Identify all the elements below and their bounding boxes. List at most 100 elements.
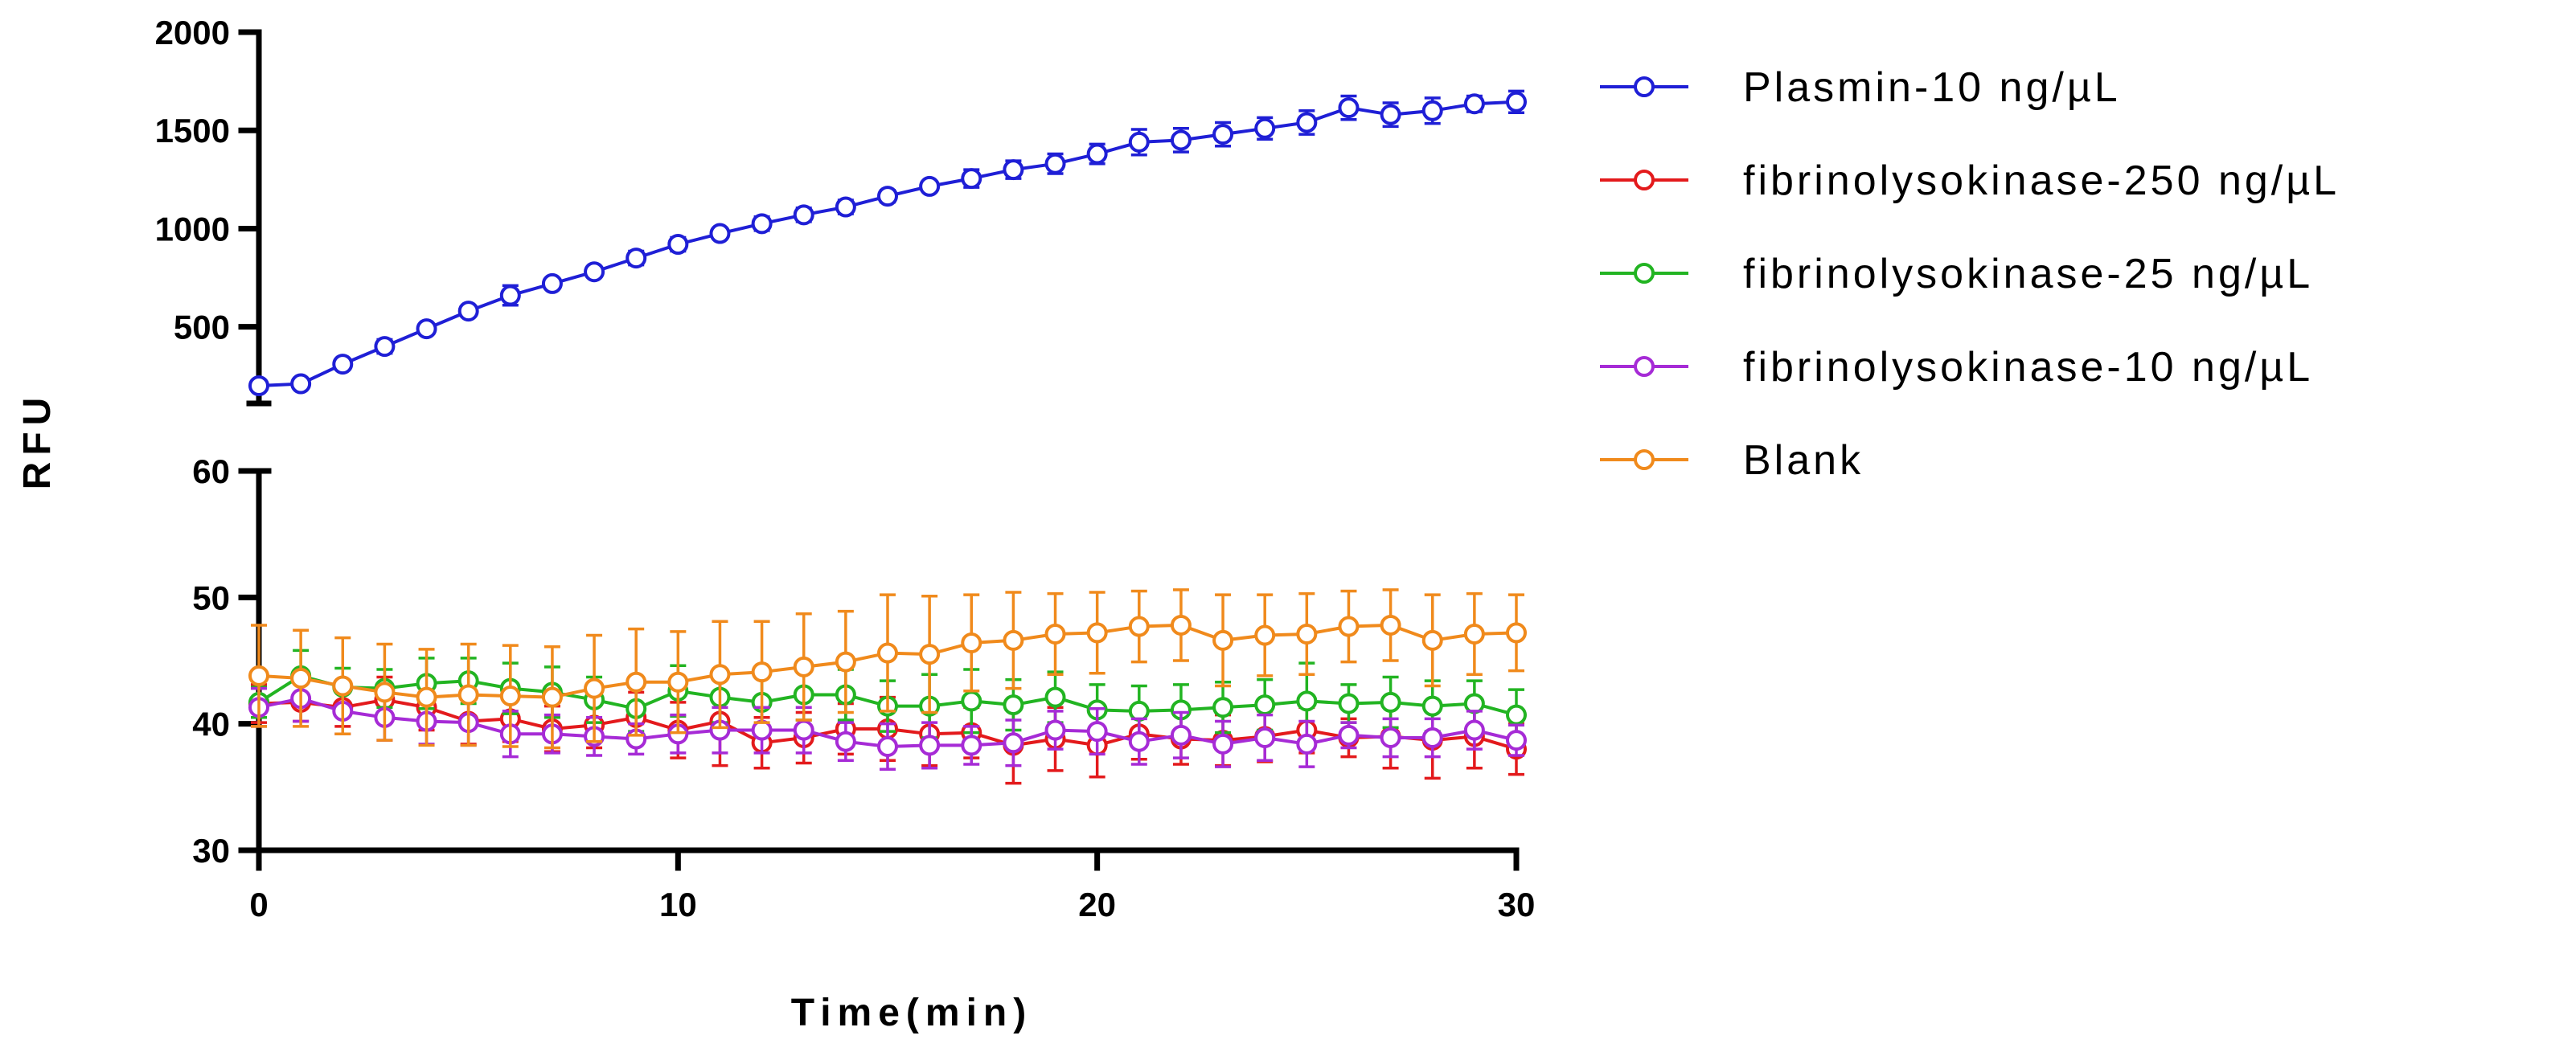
data-point xyxy=(1254,694,1276,716)
data-point xyxy=(919,735,941,756)
y-tick-label-lower-60: 60 xyxy=(192,452,230,490)
data-point xyxy=(1506,91,1527,113)
y-tick-label-lower-30: 30 xyxy=(192,832,230,870)
data-point xyxy=(793,204,814,226)
data-point xyxy=(416,318,437,340)
data-point xyxy=(248,665,269,686)
data-point xyxy=(877,735,898,757)
data-point xyxy=(751,661,773,683)
legend-item-fibrinolysokinase-250-ng-l: fibrinolysokinase-250 ng/µL xyxy=(1600,158,2340,204)
data-point xyxy=(1421,629,1443,651)
data-point xyxy=(1380,727,1401,748)
x-tick-label-20: 20 xyxy=(1078,886,1116,923)
data-point xyxy=(1463,93,1485,115)
data-point xyxy=(1086,721,1108,743)
y-tick-label-upper-2000: 2000 xyxy=(155,14,230,51)
data-point xyxy=(877,186,898,207)
data-point xyxy=(1003,159,1024,181)
data-point xyxy=(1170,129,1192,151)
data-point xyxy=(1421,695,1443,717)
legend-item-plasmin-10-ng-l: Plasmin-10 ng/µL xyxy=(1600,64,2121,111)
data-point xyxy=(1212,697,1234,718)
data-point xyxy=(1254,727,1276,748)
data-point xyxy=(290,668,312,690)
legend-marker xyxy=(1634,170,1655,190)
data-point xyxy=(1128,131,1150,153)
data-point xyxy=(709,223,731,244)
data-point xyxy=(584,677,605,699)
data-point xyxy=(541,686,563,708)
data-point xyxy=(1380,104,1401,125)
legend-label: fibrinolysokinase-25 ng/µL xyxy=(1743,251,2313,297)
data-point xyxy=(1380,691,1401,713)
data-point xyxy=(961,690,982,712)
legend-marker xyxy=(1634,76,1655,97)
data-point xyxy=(709,664,731,686)
data-point xyxy=(793,656,814,677)
data-point xyxy=(1296,690,1318,712)
legend-marker xyxy=(1634,356,1655,377)
data-point xyxy=(667,234,689,255)
x-axis-title: Time(min) xyxy=(791,992,1032,1034)
data-point xyxy=(499,686,521,707)
data-point xyxy=(1506,622,1527,644)
data-point xyxy=(332,675,354,697)
data-point xyxy=(793,719,814,741)
legend-label: fibrinolysokinase-250 ng/µL xyxy=(1743,158,2340,204)
data-point xyxy=(1212,629,1234,651)
x-tick-label-30: 30 xyxy=(1498,886,1536,923)
data-point xyxy=(667,671,689,693)
y-tick-label-lower-50: 50 xyxy=(192,579,230,616)
data-point xyxy=(1506,730,1527,751)
legend: Plasmin-10 ng/µL fibrinolysokinase-250 ng… xyxy=(1600,64,2340,484)
series-blank xyxy=(248,588,1527,750)
x-tick-label-0: 0 xyxy=(249,886,268,923)
data-point xyxy=(1044,623,1066,645)
data-point xyxy=(1296,623,1318,645)
data-point xyxy=(1380,614,1401,636)
data-point xyxy=(835,196,856,218)
data-point xyxy=(1338,616,1360,637)
x-tick-label-10: 10 xyxy=(659,886,697,923)
data-point xyxy=(1003,732,1024,754)
data-point xyxy=(1421,100,1443,121)
data-point xyxy=(374,336,396,358)
series-plasmin-10-ng-l xyxy=(248,89,1527,396)
series-line xyxy=(258,100,1517,387)
y-tick-label-upper-1500: 1500 xyxy=(155,112,230,149)
data-point xyxy=(1044,719,1066,741)
data-point xyxy=(1421,727,1443,748)
data-point xyxy=(374,681,396,703)
data-point xyxy=(499,284,521,306)
data-point xyxy=(1296,112,1318,133)
legend-item-fibrinolysokinase-25-ng-l: fibrinolysokinase-25 ng/µL xyxy=(1600,251,2313,297)
y-tick-label-upper-500: 500 xyxy=(174,309,230,346)
data-point xyxy=(1044,153,1066,174)
data-point xyxy=(1338,97,1360,119)
data-point xyxy=(1338,693,1360,714)
axes-layer: 500 1000 1500 2000 30 40 50 60 0 10 20 30 Time(min) R… xyxy=(16,14,1535,1034)
y-tick-label-upper-1000: 1000 xyxy=(155,210,230,248)
data-point xyxy=(919,644,941,665)
series-layer xyxy=(248,89,1527,785)
data-point xyxy=(1212,733,1234,755)
data-point xyxy=(1044,686,1066,708)
data-point xyxy=(961,735,982,756)
data-point xyxy=(1463,719,1485,741)
data-point xyxy=(1170,724,1192,746)
data-point xyxy=(332,354,354,375)
data-point xyxy=(1338,724,1360,746)
data-point xyxy=(1086,143,1108,165)
legend-item-fibrinolysokinase-10-ng-l: fibrinolysokinase-10 ng/µL xyxy=(1600,344,2310,391)
data-point xyxy=(961,632,982,653)
y-tick-label-lower-40: 40 xyxy=(192,706,230,743)
data-point xyxy=(626,248,647,269)
data-point xyxy=(877,642,898,664)
data-point xyxy=(751,213,773,235)
data-point xyxy=(1003,629,1024,651)
data-point xyxy=(1086,622,1108,644)
data-point xyxy=(961,168,982,190)
legend-label: Plasmin-10 ng/µL xyxy=(1743,64,2121,111)
data-point xyxy=(248,375,269,396)
